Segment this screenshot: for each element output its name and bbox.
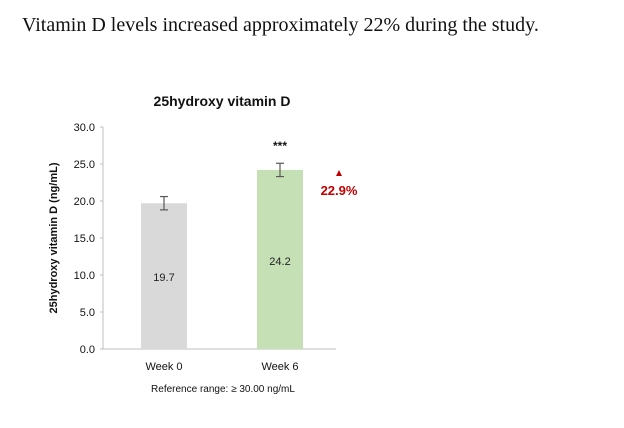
x-category-label: Week 6 xyxy=(261,361,298,373)
y-tick-label: 25.0 xyxy=(74,159,95,171)
increase-triangle-icon xyxy=(336,170,342,176)
change-percentage: 22.9% xyxy=(321,183,358,198)
data-label: 19.7 xyxy=(153,272,174,284)
y-tick-label: 5.0 xyxy=(80,307,95,319)
headline: Vitamin D levels increased approximately… xyxy=(22,14,539,36)
significance-marker: *** xyxy=(273,139,287,153)
y-tick-label: 10.0 xyxy=(74,270,95,282)
y-tick-label: 0.0 xyxy=(80,344,95,356)
x-category-label: Week 0 xyxy=(145,361,182,373)
bar-week-0 xyxy=(141,203,187,349)
y-tick-label: 20.0 xyxy=(74,196,95,208)
data-label: 24.2 xyxy=(269,256,290,268)
y-tick-label: 30.0 xyxy=(74,122,95,134)
y-tick-label: 15.0 xyxy=(74,233,95,245)
chart-title: 25hydroxy vitamin D xyxy=(154,93,291,109)
reference-range-note: Reference range: ≥ 30.00 ng/mL xyxy=(151,384,295,395)
y-axis-label: 25hydroxy vitamin D (ng/mL) xyxy=(48,162,60,313)
bar-week-6 xyxy=(257,169,303,349)
